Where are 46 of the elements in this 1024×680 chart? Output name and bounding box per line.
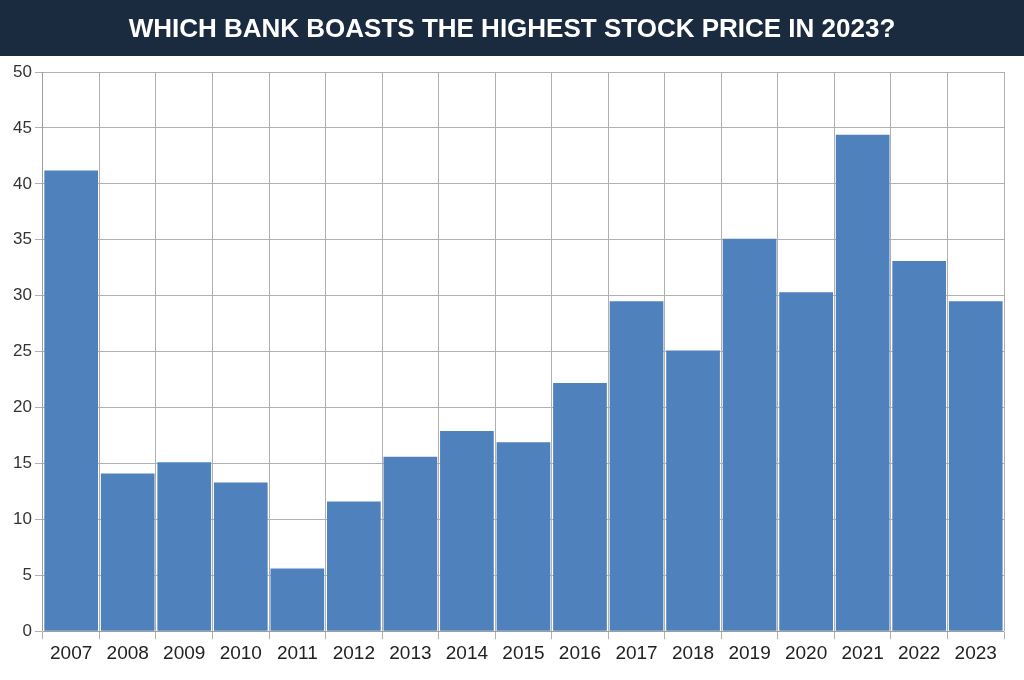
x-tick-label: 2020 [784, 641, 828, 663]
x-tick-label: 2019 [728, 641, 771, 663]
bar [440, 431, 494, 631]
bar [666, 350, 720, 631]
y-tick-label: 30 [12, 285, 32, 305]
bar [157, 462, 212, 631]
x-tick-label: 2015 [502, 641, 545, 663]
x-tick-label: 2017 [615, 641, 658, 663]
x-tick-label: 2023 [954, 641, 997, 663]
x-tick-label: 2016 [558, 641, 602, 663]
bar [892, 261, 947, 631]
x-tick-label: 2021 [841, 641, 884, 663]
bar [44, 170, 99, 631]
y-tick-label: 0 [22, 620, 32, 640]
x-tick-label: 2007 [50, 641, 93, 663]
y-tick-label: 40 [12, 173, 32, 193]
x-tick-label: 2010 [219, 641, 262, 663]
x-tick-label: 2008 [106, 641, 149, 663]
y-tick-label: 15 [12, 453, 32, 473]
y-tick-label: 25 [12, 341, 32, 361]
x-tick-label: 2022 [898, 641, 941, 663]
bar [609, 301, 664, 631]
chart-title: WHICH BANK BOASTS THE HIGHEST STOCK PRICE IN 2023? [0, 0, 1024, 56]
bar [948, 301, 1003, 631]
x-tick-label: 2012 [332, 641, 375, 663]
bar [327, 501, 381, 631]
bar [100, 473, 155, 631]
y-tick-label: 20 [12, 397, 32, 417]
y-tick-label: 10 [12, 509, 32, 529]
bar [779, 292, 833, 631]
bar [553, 382, 607, 631]
x-tick-label: 2009 [163, 641, 206, 663]
x-tick-label: 2011 [276, 641, 318, 663]
y-tick-label: 5 [22, 564, 32, 584]
x-tick-label: 2018 [671, 641, 715, 663]
bar [213, 482, 268, 631]
y-tick-label: 45 [12, 117, 32, 137]
y-tick-label: 35 [12, 229, 32, 249]
bar [383, 456, 438, 631]
x-tick-label: 2013 [389, 641, 432, 663]
x-tick-label: 2014 [445, 641, 489, 663]
bar [835, 134, 890, 631]
bar [496, 442, 551, 631]
bar [722, 238, 777, 631]
bar [270, 568, 325, 631]
y-tick-label: 50 [12, 61, 32, 81]
